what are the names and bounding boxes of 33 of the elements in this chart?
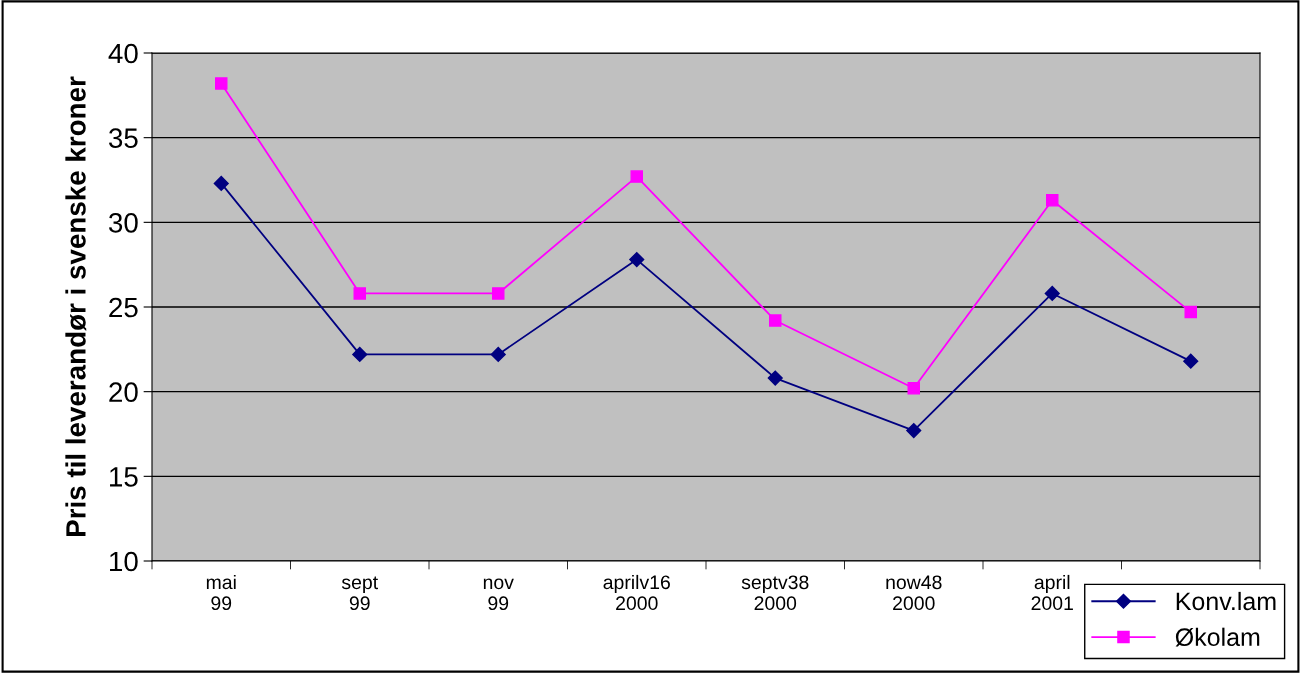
point	[906, 423, 922, 439]
legend-label: Konv.lam	[1176, 591, 1276, 611]
x-tick-label: sept 99	[341, 576, 378, 611]
point	[1183, 353, 1199, 369]
point	[1184, 305, 1198, 319]
x-tick-label: mai 99	[206, 574, 236, 611]
y-tick-label: 10	[110, 551, 138, 572]
legend-label: Økolam	[1175, 627, 1260, 647]
y-tick-label: 15	[110, 467, 138, 487]
y-axis-title: Pris til leverandør i svenske kroner	[65, 76, 87, 536]
point	[491, 287, 505, 300]
x-tick-label: april 2001	[1031, 574, 1073, 611]
point	[768, 314, 782, 327]
point	[630, 170, 644, 183]
point	[214, 77, 228, 90]
y-tick-label: 25	[109, 297, 138, 318]
x-tick-label: now48 2000	[886, 575, 942, 611]
point	[352, 346, 368, 362]
y-tick-label: 30	[108, 213, 138, 233]
point	[1045, 194, 1059, 207]
point	[767, 370, 783, 386]
point	[907, 382, 921, 395]
x-tick-label: aprilv16 2000	[603, 574, 670, 611]
y-tick-label: 35	[108, 128, 138, 149]
point	[1044, 285, 1060, 302]
point	[490, 346, 506, 362]
point	[629, 252, 645, 268]
point	[213, 175, 229, 191]
y-tick-label: 20	[109, 382, 138, 403]
y-tick-label: 40	[108, 43, 138, 64]
point	[353, 287, 367, 300]
x-tick-label: nov 99	[483, 578, 514, 611]
x-tick-label: septv38 2000	[741, 575, 809, 611]
